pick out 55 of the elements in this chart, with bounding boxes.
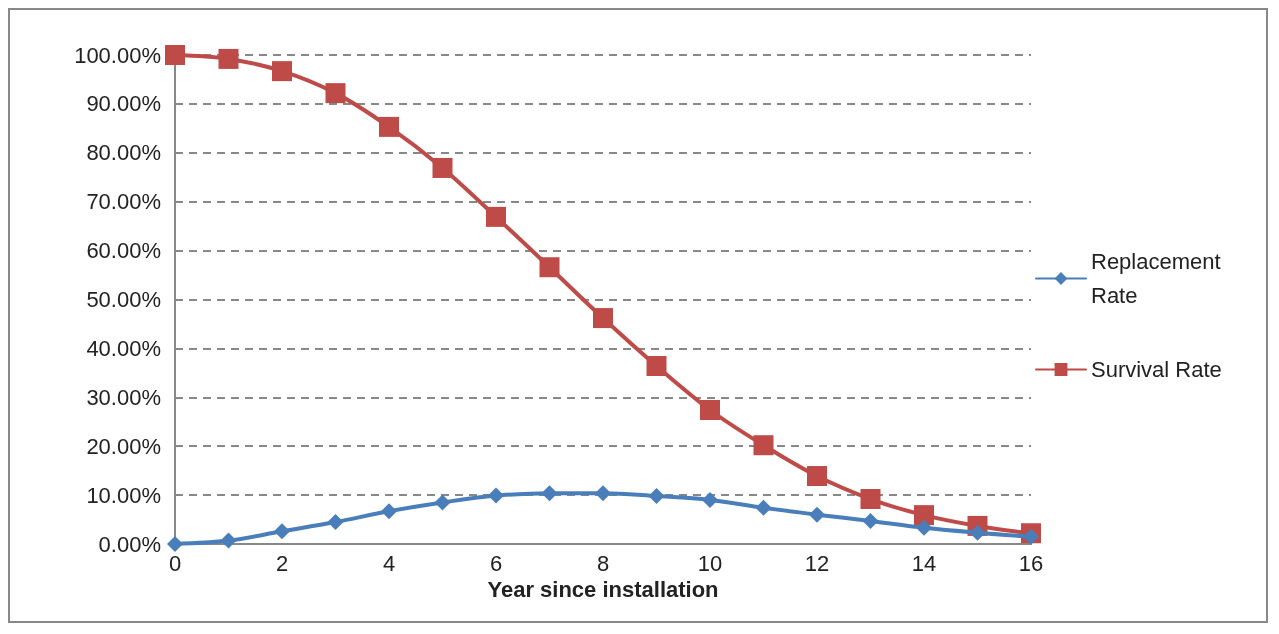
- point: [1023, 528, 1039, 545]
- point: [434, 494, 451, 511]
- x-tick-label: 0: [168, 550, 182, 576]
- point: [220, 532, 237, 549]
- legend-label: Survival Rate: [1091, 357, 1222, 382]
- point: [486, 206, 506, 227]
- point: [539, 257, 560, 278]
- x-tick-label: 8: [596, 550, 610, 576]
- point: [809, 506, 825, 523]
- y-tick-label: 40.00%: [86, 335, 161, 361]
- point: [432, 157, 453, 178]
- x-tick-label: 16: [1018, 550, 1044, 576]
- point: [914, 505, 934, 526]
- point: [165, 45, 185, 65]
- y-tick-label: 70.00%: [86, 189, 161, 215]
- point: [327, 513, 344, 530]
- x-axis-title: Year since installation: [487, 577, 719, 603]
- y-tick-label: 60.00%: [86, 238, 161, 264]
- y-tick-label: 10.00%: [86, 482, 161, 508]
- point: [379, 116, 399, 137]
- y-tick-label: 100.00%: [74, 42, 161, 68]
- point: [753, 435, 774, 456]
- point: [648, 488, 665, 505]
- legend-label: Replacement Rate: [1091, 249, 1227, 308]
- point: [488, 487, 504, 504]
- point: [862, 513, 879, 530]
- x-tick-label: 2: [275, 550, 289, 576]
- y-tick-label: 20.00%: [86, 433, 161, 459]
- x-tick-label: 14: [911, 550, 937, 576]
- point: [541, 485, 558, 502]
- point: [272, 61, 292, 82]
- x-tick-label: 10: [697, 550, 723, 576]
- y-tick-label: 80.00%: [86, 140, 161, 166]
- point: [325, 83, 346, 104]
- point: [593, 308, 613, 329]
- point: [218, 48, 239, 69]
- point: [700, 400, 720, 421]
- y-tick-label: 90.00%: [86, 91, 161, 117]
- point: [646, 356, 667, 376]
- point: [381, 503, 397, 520]
- x-tick-label: 12: [804, 550, 830, 576]
- point: [860, 489, 881, 510]
- point: [274, 523, 290, 540]
- point: [969, 524, 986, 541]
- x-tick-label: 6: [489, 550, 503, 576]
- x-tick-label: 4: [382, 550, 396, 576]
- point: [167, 536, 183, 552]
- point: [702, 491, 718, 508]
- point: [755, 499, 772, 516]
- point: [916, 519, 932, 536]
- point: [595, 485, 611, 502]
- point: [807, 466, 827, 487]
- y-tick-label: 0.00%: [98, 531, 161, 557]
- y-tick-label: 30.00%: [86, 384, 161, 410]
- y-tick-label: 50.00%: [86, 287, 161, 312]
